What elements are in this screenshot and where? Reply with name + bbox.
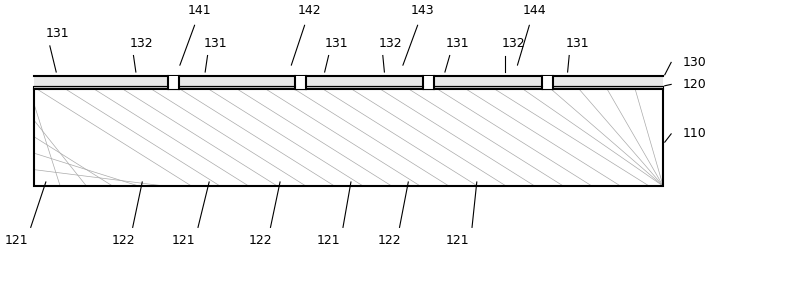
Text: 131: 131 (566, 37, 589, 50)
Text: 122: 122 (378, 234, 402, 247)
Bar (34, 86, 663, 89)
Text: 141: 141 (188, 4, 211, 17)
Bar (168, 76, 179, 89)
Text: 131: 131 (325, 37, 349, 50)
Bar (542, 76, 554, 89)
Text: 131: 131 (204, 37, 227, 50)
Text: 122: 122 (111, 234, 135, 247)
Text: 144: 144 (522, 4, 546, 17)
Text: 130: 130 (683, 56, 707, 69)
Bar (34, 87, 663, 186)
Text: 120: 120 (683, 78, 707, 91)
Bar (34, 76, 663, 86)
Bar (422, 76, 434, 89)
Text: 143: 143 (411, 4, 434, 17)
Text: 121: 121 (317, 234, 341, 247)
Text: 142: 142 (298, 4, 322, 17)
Text: 131: 131 (46, 27, 70, 40)
Bar (295, 76, 306, 89)
Text: 132: 132 (130, 37, 154, 50)
Text: 132: 132 (502, 37, 526, 50)
Text: 121: 121 (172, 234, 195, 247)
Text: 131: 131 (446, 37, 470, 50)
Text: 110: 110 (683, 127, 707, 140)
Text: 121: 121 (5, 234, 28, 247)
Text: 121: 121 (446, 234, 470, 247)
Bar (34, 87, 663, 186)
Text: 122: 122 (249, 234, 273, 247)
Text: 132: 132 (379, 37, 402, 50)
